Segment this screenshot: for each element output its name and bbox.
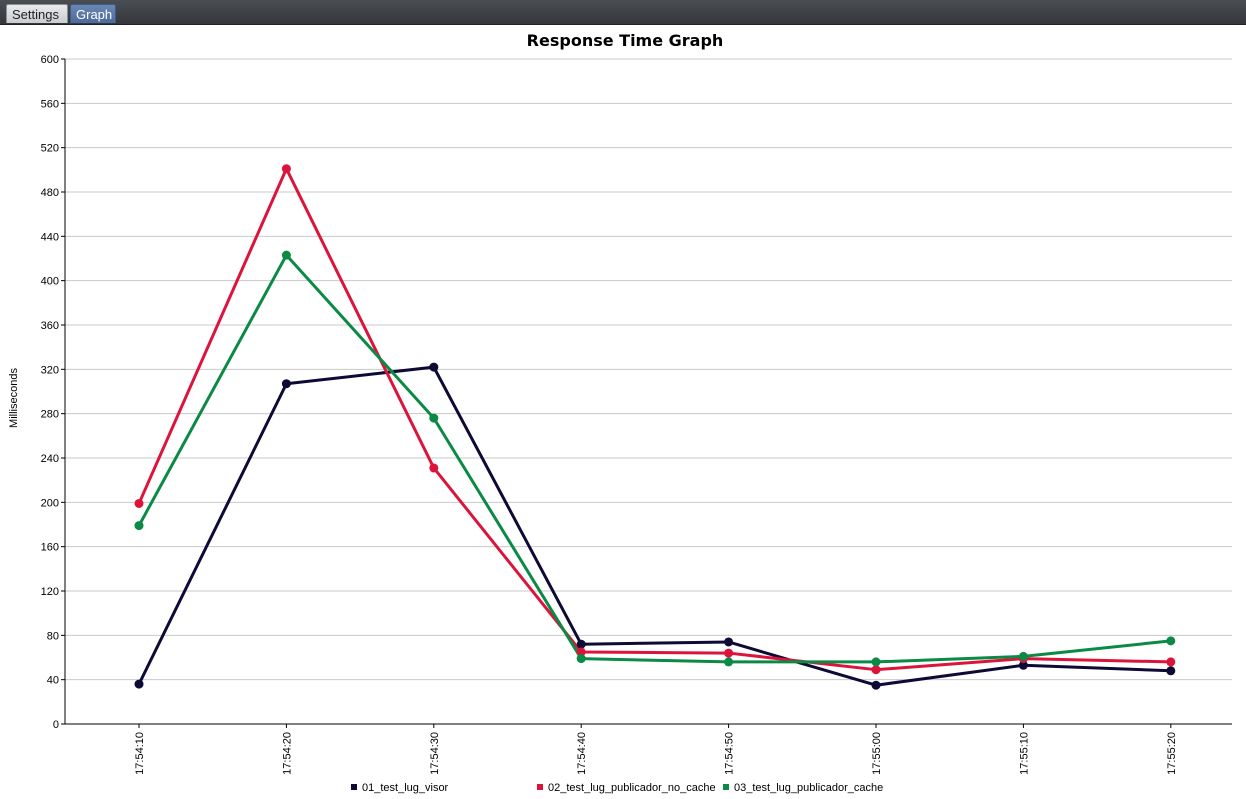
- legend-swatch: [351, 784, 357, 790]
- data-point: [724, 637, 734, 647]
- x-tick-label: 17:54:10: [134, 732, 146, 775]
- data-point: [281, 250, 291, 260]
- data-point: [871, 657, 881, 667]
- y-tick-label: 40: [47, 675, 59, 687]
- data-point: [576, 639, 586, 649]
- series-line: [137, 253, 1171, 664]
- y-tick-label: 360: [41, 320, 59, 332]
- tab-settings[interactable]: Settings: [6, 4, 68, 23]
- tab-bar: Settings Graph: [0, 0, 1246, 25]
- y-tick-label: 560: [41, 98, 59, 110]
- y-tick-label: 160: [41, 542, 59, 554]
- data-point: [429, 463, 439, 473]
- chart-title: Response Time Graph: [527, 31, 724, 50]
- y-tick-label: 0: [53, 719, 59, 731]
- legend-swatch: [723, 784, 729, 790]
- x-tick-label: 17:55:20: [1166, 732, 1178, 775]
- data-point: [724, 648, 734, 658]
- y-tick-label: 120: [41, 586, 59, 598]
- x-tick-label: 17:54:40: [576, 732, 588, 775]
- data-point: [871, 680, 881, 690]
- y-tick-label: 400: [41, 276, 59, 288]
- y-tick-label: 520: [41, 143, 59, 155]
- y-tick-label: 600: [41, 54, 59, 66]
- data-point: [281, 164, 291, 174]
- response-time-chart: Response Time Graph 0 40 80 120 160 200 240 280…: [8, 31, 1232, 794]
- x-tick-label: 17:54:30: [429, 732, 441, 775]
- legend-label: 01_test_lug_visor: [362, 782, 449, 794]
- data-point: [871, 665, 881, 675]
- y-tick-label: 80: [47, 630, 59, 642]
- data-point: [134, 521, 144, 531]
- data-point: [1018, 660, 1028, 670]
- legend: 01_test_lug_visor 02_test_lug_publicador_…: [351, 782, 883, 794]
- data-point: [576, 647, 586, 657]
- y-tick-label: 320: [41, 364, 59, 376]
- x-tick-label: 17:54:20: [281, 732, 293, 775]
- x-tick-label: 17:54:50: [724, 732, 736, 775]
- series-group: [134, 164, 1176, 690]
- data-point: [1166, 666, 1176, 676]
- y-tick-label: 440: [41, 231, 59, 243]
- y-tick-label: 480: [41, 187, 59, 199]
- data-point: [429, 362, 439, 372]
- axes: [64, 59, 1232, 725]
- y-tick-label: 200: [41, 497, 59, 509]
- y-ticks: 0 40 80 120 160 200 240 280 320 360 400 440 480 520 56…: [41, 54, 65, 731]
- data-point: [134, 498, 144, 508]
- data-point: [429, 413, 439, 423]
- data-point: [724, 657, 734, 667]
- x-tick-label: 17:55:10: [1018, 732, 1030, 775]
- x-ticks: 17:54:10 17:54:20 17:54:30 17:54:40 17:54:50…: [134, 724, 1178, 775]
- data-point: [576, 654, 586, 664]
- legend-label: 03_test_lug_publicador_cache: [734, 782, 883, 794]
- y-axis-label: Milliseconds: [8, 368, 20, 428]
- y-tick-label: 280: [41, 409, 59, 421]
- x-tick-label: 17:55:00: [871, 732, 883, 775]
- data-point: [281, 379, 291, 389]
- series-line: [137, 167, 1171, 672]
- legend-label: 02_test_lug_publicador_no_cache: [548, 782, 716, 794]
- tab-graph[interactable]: Graph: [70, 4, 116, 23]
- legend-swatch: [537, 784, 543, 790]
- data-point: [1166, 636, 1176, 646]
- series-line: [137, 365, 1171, 687]
- grid: [65, 58, 1232, 681]
- y-tick-label: 240: [41, 453, 59, 465]
- data-point: [1166, 657, 1176, 667]
- data-point: [1018, 651, 1028, 661]
- data-point: [134, 679, 144, 689]
